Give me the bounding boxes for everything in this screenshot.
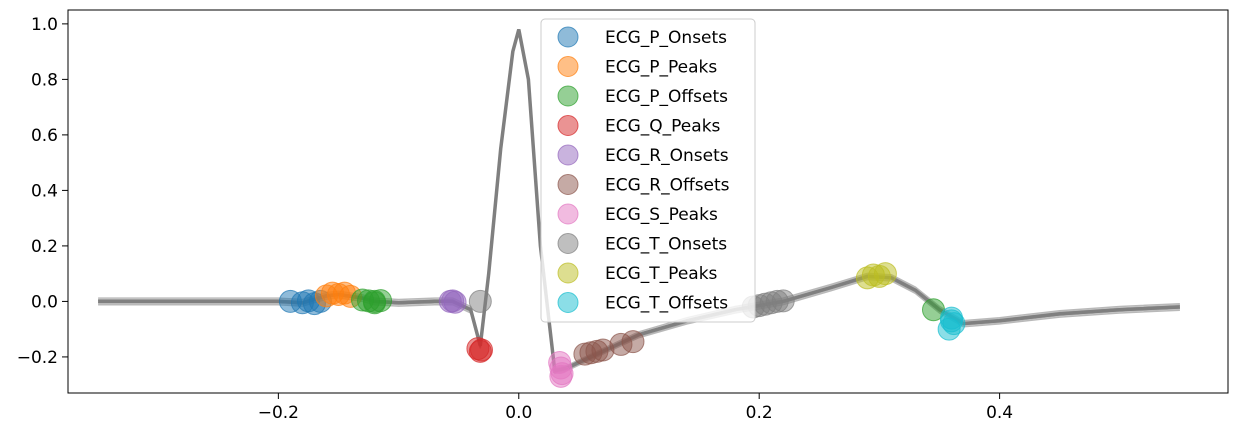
- x-axis-ticks: −0.2 0.0 0.2 0.4: [258, 393, 1013, 423]
- legend-label: ECG_P_Onsets: [605, 28, 727, 48]
- y-tick-label: 0.8: [31, 70, 58, 90]
- legend-label: ECG_P_Peaks: [605, 58, 717, 78]
- marker-ecg-t-onsets: [771, 289, 795, 313]
- marker-ecg-t-peaks: [873, 262, 897, 286]
- marker-ecg-t-onsets: [468, 289, 492, 313]
- marker-ecg-t-offsets: [940, 309, 964, 333]
- legend-swatch: [557, 174, 579, 195]
- marker-ecg-q-peaks: [470, 338, 494, 362]
- x-tick-label: 0.4: [986, 403, 1013, 423]
- marker-ecg-p-offsets: [363, 291, 387, 315]
- legend-label: ECG_R_Onsets: [605, 146, 729, 166]
- ecg-markers: [278, 262, 966, 388]
- legend-swatch: [557, 144, 579, 166]
- y-tick-label: −0.2: [17, 348, 58, 368]
- legend: ECG_P_Onsets ECG_P_Peaks ECG_P_Offsets ECG_…: [540, 18, 756, 323]
- x-tick-label: 0.2: [746, 403, 773, 423]
- legend-swatch: [557, 56, 579, 77]
- marker-ecg-s-peaks: [549, 364, 573, 388]
- legend-label: ECG_P_Offsets: [605, 87, 728, 107]
- y-tick-label: 0.4: [31, 181, 58, 201]
- legend-label: ECG_T_Peaks: [605, 264, 718, 284]
- y-tick-label: 0.6: [31, 126, 58, 146]
- x-tick-label: 0.0: [505, 403, 532, 423]
- y-axis-ticks: −0.2 0.0 0.2 0.4 0.6 0.8 1.0: [17, 15, 68, 368]
- legend-label: ECG_R_Offsets: [605, 176, 730, 196]
- x-tick-label: −0.2: [258, 403, 299, 423]
- y-tick-label: 0.0: [31, 292, 58, 312]
- legend-swatch: [557, 233, 579, 254]
- legend-swatch: [557, 292, 579, 313]
- legend-label: ECG_Q_Peaks: [605, 117, 721, 137]
- legend-box: [540, 18, 756, 323]
- y-tick-label: 1.0: [31, 15, 58, 35]
- legend-swatch: [557, 262, 579, 284]
- y-tick-label: 0.2: [31, 237, 58, 257]
- legend-label: ECG_S_Peaks: [605, 205, 718, 225]
- marker-ecg-r-offsets: [621, 330, 645, 354]
- legend-label: ECG_T_Onsets: [605, 235, 727, 255]
- legend-swatch: [557, 26, 579, 48]
- legend-swatch: [557, 85, 579, 107]
- legend-swatch: [557, 203, 579, 225]
- marker-ecg-r-onsets: [443, 290, 467, 314]
- legend-label: ECG_T_Offsets: [605, 294, 728, 314]
- plot-frame: [67, 9, 1229, 394]
- legend-swatch: [557, 115, 579, 136]
